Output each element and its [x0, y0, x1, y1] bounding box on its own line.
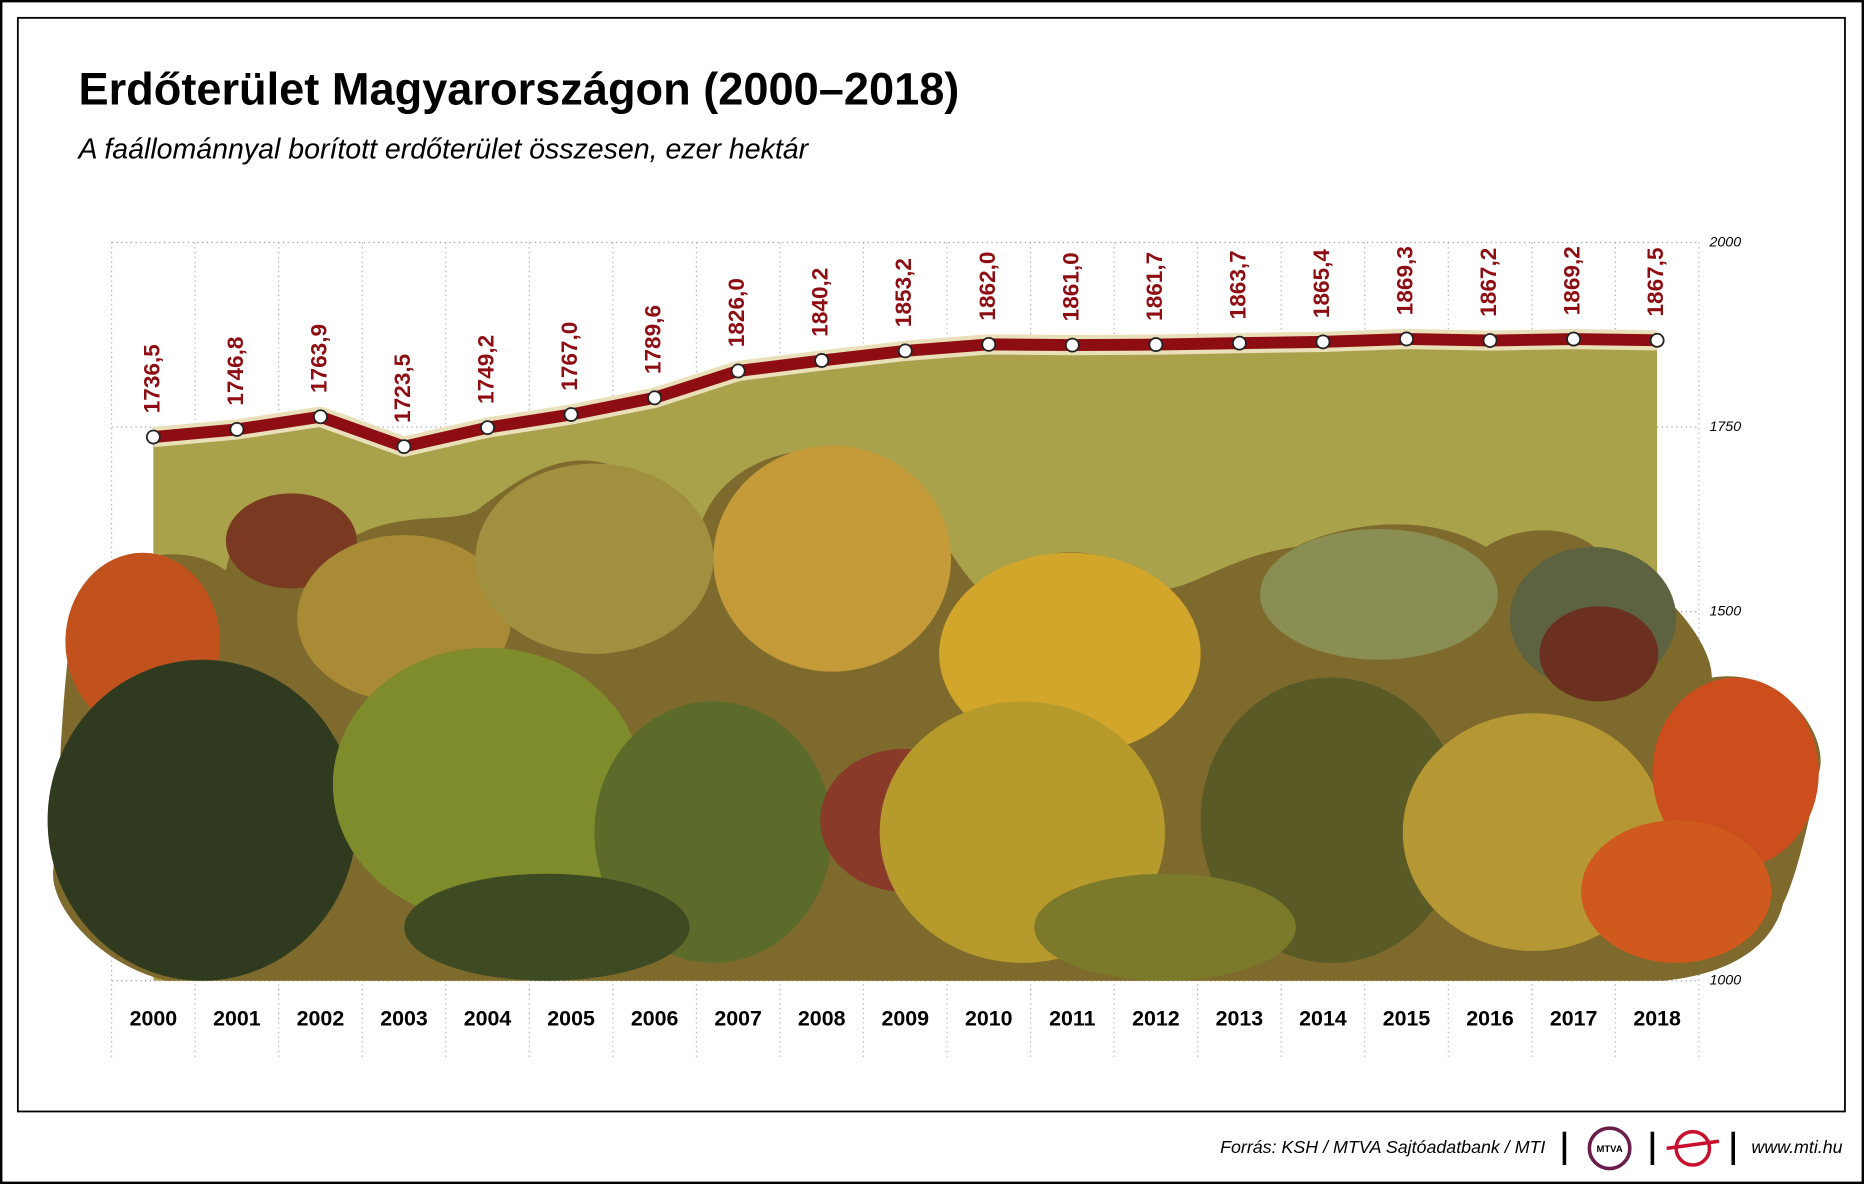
x-tick-label: 2014 [1299, 1007, 1347, 1031]
mti-logo-line [1666, 1139, 1720, 1151]
x-tick-label: 2004 [464, 1007, 512, 1031]
inner-frame [16, 16, 1846, 1113]
value-label: 1763,9 [306, 324, 331, 393]
value-label: 1867,2 [1476, 248, 1501, 317]
tree [1652, 677, 1819, 868]
value-label: 1723,5 [390, 354, 415, 423]
value-label: 1749,2 [474, 335, 499, 404]
x-tick-label: 2002 [297, 1007, 345, 1031]
x-tick-label: 2013 [1216, 1007, 1264, 1031]
y-tick-label: 1500 [1709, 603, 1741, 619]
x-tick-label: 2015 [1383, 1007, 1431, 1031]
point [480, 420, 495, 436]
value-label: 1867,5 [1643, 247, 1668, 316]
value-label: 1767,0 [557, 322, 582, 391]
point [145, 429, 161, 445]
tree [1260, 528, 1498, 660]
value-label: 1865,4 [1309, 249, 1334, 319]
x-tick-label: 2011 [1049, 1007, 1095, 1031]
x-tick-label: 2003 [380, 1007, 428, 1031]
value-label: 1826,0 [724, 278, 749, 347]
point [229, 421, 245, 437]
value-label: 1736,5 [139, 344, 164, 413]
value-label: 1862,0 [975, 252, 1000, 321]
x-tick-label: 2010 [965, 1007, 1013, 1031]
point [897, 343, 913, 359]
point [1482, 333, 1498, 348]
chart-subtitle: A faállománnyal borított erdőterület öss… [76, 134, 809, 166]
tree [1200, 677, 1463, 963]
value-label: 1861,0 [1058, 252, 1083, 321]
x-tick-label: 2017 [1550, 1007, 1598, 1031]
y-tick-label: 1000 [1709, 972, 1741, 988]
source: Forrás: KSH / MTVA Sajtóadatbank / MTI [1220, 1137, 1545, 1157]
value-label: 1746,8 [223, 337, 248, 406]
tree [1539, 606, 1659, 702]
point [647, 390, 663, 406]
x-tick-label: 2008 [798, 1007, 846, 1031]
tree [475, 463, 714, 654]
point [814, 353, 830, 368]
forest-illustration [47, 445, 1821, 981]
y-tick-label: 2000 [1708, 234, 1741, 250]
point [730, 363, 746, 379]
point [1566, 331, 1582, 347]
tree [713, 445, 952, 672]
point [981, 336, 997, 352]
tree [332, 647, 642, 922]
tree [1581, 820, 1772, 963]
x-tick-label: 2001 [213, 1007, 261, 1031]
value-label: 1869,3 [1392, 246, 1417, 315]
point [1148, 337, 1164, 353]
x-tick-label: 2018 [1633, 1007, 1681, 1031]
point [1231, 335, 1247, 351]
x-tick-label: 2016 [1466, 1007, 1514, 1031]
point [1399, 331, 1414, 347]
logo: MTVA [1596, 1144, 1622, 1155]
point [313, 409, 328, 425]
x-tick-label: 2005 [547, 1007, 595, 1031]
line-layer: 1736,5 1746,8 1763,9 1723,5 1749,2 1767,0 1789… [139, 246, 1668, 457]
logo-circle [1587, 1126, 1632, 1171]
value-label: 1853,2 [891, 258, 916, 327]
point [1315, 334, 1331, 350]
x-tick-label: 2009 [881, 1007, 929, 1031]
x-tick-label: 2012 [1132, 1007, 1180, 1031]
point [1649, 332, 1665, 348]
value-label: 1861,7 [1142, 252, 1167, 321]
value-label: 1789,6 [641, 305, 666, 374]
x-tick-label: 2006 [631, 1007, 679, 1031]
x-tick-label: 2007 [714, 1007, 762, 1031]
value-label: 1863,7 [1225, 250, 1250, 319]
tree [404, 873, 690, 981]
value-label: 1869,2 [1560, 246, 1585, 315]
y-tick-label: 1750 [1709, 419, 1741, 435]
x-tick-label: 2000 [130, 1007, 178, 1031]
website: www.mti.hu [1751, 1137, 1842, 1157]
value-label: 1840,2 [808, 268, 833, 337]
chart-title: Erdőterület Magyarországon (2000–2018) [78, 64, 959, 115]
point [396, 439, 412, 455]
tree [1034, 873, 1296, 981]
tree [47, 659, 357, 981]
point [1064, 337, 1080, 353]
point [563, 407, 579, 422]
